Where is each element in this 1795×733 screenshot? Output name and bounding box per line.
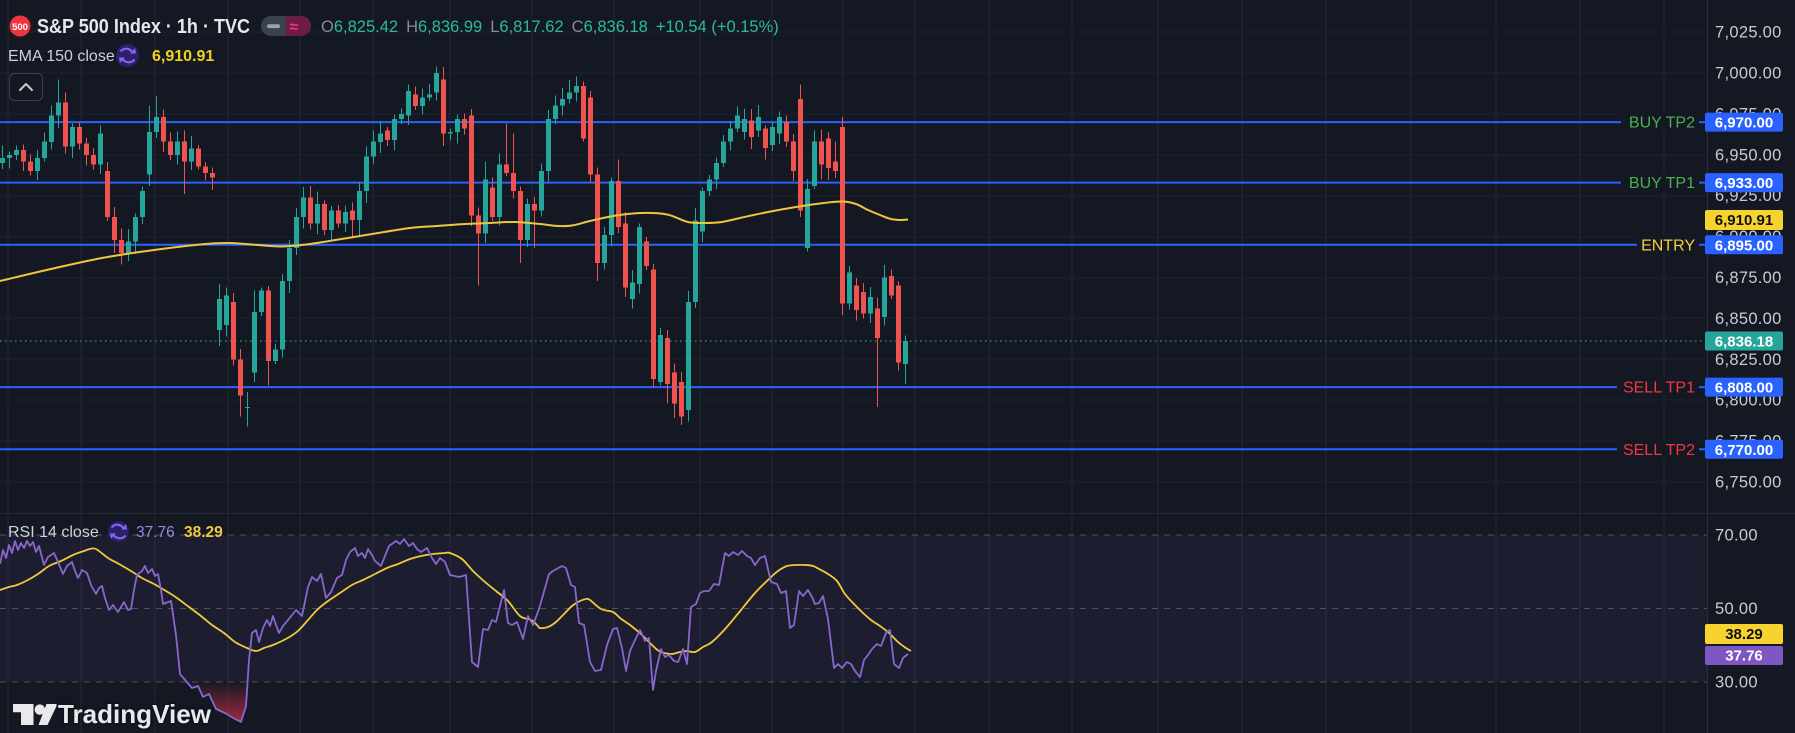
svg-text:38.29: 38.29 [184, 524, 223, 541]
svg-text:6,770.00: 6,770.00 [1715, 442, 1773, 459]
svg-text:6,950.00: 6,950.00 [1715, 146, 1782, 164]
svg-text:SELL TP2: SELL TP2 [1623, 442, 1695, 459]
svg-text:ENTRY: ENTRY [1641, 237, 1695, 254]
svg-text:6,825.00: 6,825.00 [1715, 351, 1782, 369]
svg-text:6,836.18: 6,836.18 [1715, 334, 1773, 351]
svg-text:7,025.00: 7,025.00 [1715, 24, 1782, 42]
svg-text:7,000.00: 7,000.00 [1715, 65, 1782, 83]
svg-text:6,850.00: 6,850.00 [1715, 310, 1782, 328]
svg-text:37.76: 37.76 [1725, 648, 1763, 665]
svg-text:≈: ≈ [290, 19, 299, 36]
svg-text:BUY TP1: BUY TP1 [1629, 175, 1695, 192]
svg-text:38.29: 38.29 [1725, 626, 1763, 643]
svg-text:6,933.00: 6,933.00 [1715, 175, 1773, 192]
svg-text:6,910.91: 6,910.91 [1715, 212, 1773, 229]
svg-text:RSI 14 close: RSI 14 close [8, 524, 99, 541]
svg-text:6,895.00: 6,895.00 [1715, 237, 1773, 254]
svg-text:37.76: 37.76 [136, 524, 175, 541]
svg-text:BUY TP2: BUY TP2 [1629, 115, 1695, 132]
svg-text:50.00: 50.00 [1715, 600, 1758, 618]
svg-text:6,910.91: 6,910.91 [152, 48, 214, 65]
svg-text:6,808.00: 6,808.00 [1715, 380, 1773, 397]
svg-text:6,750.00: 6,750.00 [1715, 474, 1782, 492]
svg-text:30.00: 30.00 [1715, 674, 1758, 692]
svg-text:EMA 150 close: EMA 150 close [8, 48, 115, 65]
svg-text:SELL TP1: SELL TP1 [1623, 380, 1695, 397]
svg-text:S&P 500 Index · 1h · TVC: S&P 500 Index · 1h · TVC [37, 16, 250, 38]
svg-text:6,875.00: 6,875.00 [1715, 269, 1782, 287]
svg-text:TradingView: TradingView [58, 699, 212, 729]
svg-text:6,970.00: 6,970.00 [1715, 115, 1773, 132]
svg-text:500: 500 [12, 22, 28, 33]
svg-text:70.00: 70.00 [1715, 527, 1758, 545]
